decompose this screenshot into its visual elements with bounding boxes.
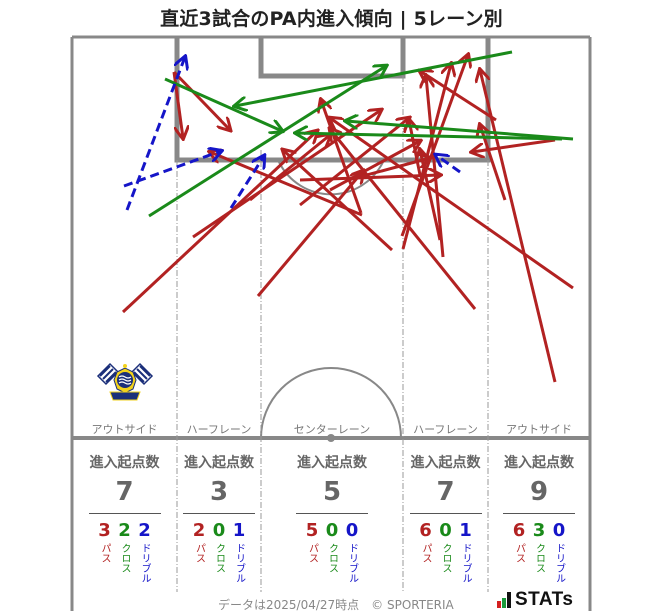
- dribble-label: ドリブル: [553, 543, 565, 583]
- cross-label: クロス: [533, 543, 545, 573]
- stats-total: 5: [322, 477, 342, 507]
- dribble-label: ドリブル: [460, 543, 471, 583]
- pass-count: 2: [192, 520, 206, 541]
- stats-divider: [296, 513, 368, 514]
- pass-count: 5: [305, 520, 319, 541]
- pass-count: 6: [419, 520, 432, 541]
- cross-count: 2: [118, 520, 131, 541]
- lane-stats-halfspace-right: 進入起点数 7 6 パス 0 クロス 1 ドリブル: [403, 452, 488, 583]
- dribble-label: ドリブル: [139, 543, 150, 583]
- lane-stats-outside-left: 進入起点数 7 3 パス 2 クロス 2 ドリブル: [72, 452, 177, 583]
- dribble-arrows: [123, 57, 461, 211]
- dribble-count: 0: [552, 520, 566, 541]
- stats-divider: [183, 513, 255, 514]
- cross-count: 0: [212, 520, 226, 541]
- cross-count: 0: [439, 520, 452, 541]
- pass-label: パス: [306, 543, 318, 563]
- cross-label: クロス: [440, 543, 451, 573]
- lane-dividers: [176, 76, 489, 592]
- lane-stats-outside-right: 進入起点数 9 6 パス 3 クロス 0 ドリブル: [488, 452, 590, 583]
- stats-header: 進入起点数: [410, 455, 481, 471]
- lane-label-halfspace-right: ハーフレーン: [413, 423, 478, 436]
- dribble-label: ドリブル: [233, 543, 245, 583]
- cross-label: クロス: [119, 543, 130, 573]
- stats-header: 進入起点数: [504, 455, 574, 471]
- pass-label: パス: [420, 543, 431, 563]
- dribble-count: 1: [459, 520, 472, 541]
- dribble-count: 2: [138, 520, 151, 541]
- pass-count: 6: [512, 520, 526, 541]
- lane-stats-halfspace-left: 進入起点数 3 2 パス 0 クロス 1 ドリブル: [177, 452, 261, 583]
- club-crest-icon: [96, 362, 154, 401]
- cross-arrows: [148, 50, 574, 218]
- dribble-count: 1: [232, 520, 246, 541]
- stats-logo: STATs: [497, 589, 573, 611]
- stats-total: 3: [209, 477, 229, 507]
- stats-total: 7: [115, 477, 134, 507]
- cross-label: クロス: [213, 543, 225, 573]
- lane-label-outside-left: アウトサイド: [91, 423, 158, 436]
- lane-label-center: センターレーン: [293, 423, 371, 436]
- stats-header: 進入起点数: [297, 455, 367, 471]
- stats-header: 進入起点数: [89, 455, 160, 471]
- stats-header: 進入起点数: [184, 455, 254, 471]
- dribble-count: 0: [345, 520, 359, 541]
- lane-label-halfspace-left: ハーフレーン: [186, 423, 252, 436]
- stats-total: 7: [436, 477, 455, 507]
- brand-name: STATs: [515, 589, 574, 610]
- page-title: 直近3試合のPA内進入傾向 | 5レーン別: [160, 8, 503, 30]
- data-date-footer: データは2025/04/27時点 © SPORTERIA: [218, 598, 454, 612]
- cross-count: 0: [325, 520, 339, 541]
- pass-label: パス: [513, 543, 525, 563]
- pass-label: パス: [193, 543, 205, 563]
- center-circle: [260, 367, 402, 439]
- stats-divider: [88, 513, 161, 514]
- stats-total: 9: [529, 477, 549, 507]
- lane-stats-center: 進入起点数 5 5 パス 0 クロス 0 ドリブル: [261, 452, 403, 583]
- stats-bars-icon: [497, 592, 511, 608]
- stats-divider: [503, 513, 575, 514]
- cross-count: 3: [532, 520, 546, 541]
- pass-arrows: [121, 55, 574, 383]
- pass-label: パス: [99, 543, 110, 563]
- dribble-label: ドリブル: [346, 543, 358, 583]
- cross-label: クロス: [326, 543, 338, 573]
- pass-count: 3: [98, 520, 111, 541]
- center-spot: [327, 434, 335, 442]
- stats-divider: [409, 513, 482, 514]
- lane-label-outside-right: アウトサイド: [506, 423, 572, 436]
